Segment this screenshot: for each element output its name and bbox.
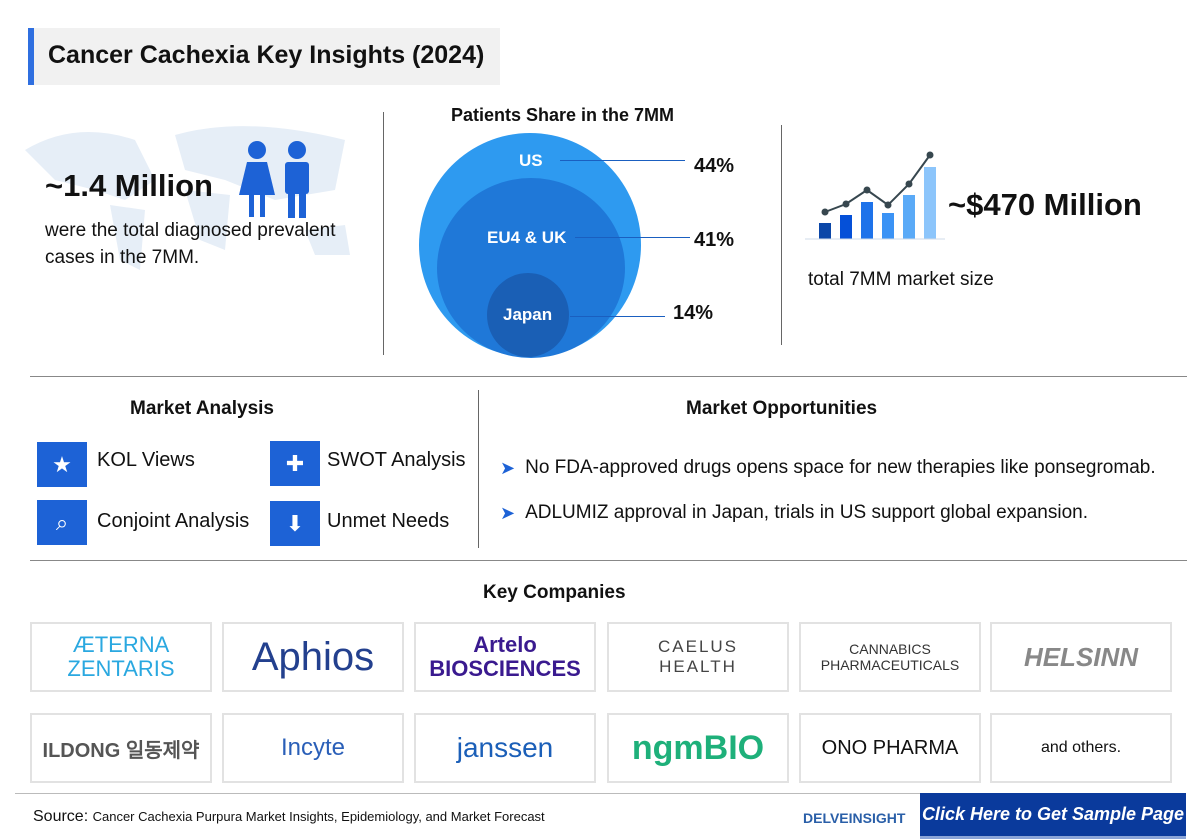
kol-icon: ★ (37, 442, 87, 487)
logo-janssen: janssen (414, 713, 596, 783)
logo-ngmbio: ngmBIO (607, 713, 789, 783)
hand-download-icon: ⬇ (270, 501, 320, 546)
eu-label: EU4 & UK (487, 228, 567, 247)
unmet-label: Unmet Needs (327, 510, 450, 532)
leader-line (560, 160, 685, 161)
prevalence-value: ~1.4 Million (45, 168, 213, 203)
opportunity-item: ➤ ADLUMIZ approval in Japan, trials in US… (500, 502, 1088, 524)
opportunity-text: No FDA-approved drugs opens space for ne… (525, 457, 1156, 478)
us-label: US (519, 151, 543, 170)
eu-pct: 41% (694, 229, 735, 251)
title-box: Cancer Cachexia Key Insights (2024) (28, 28, 500, 85)
page-title: Cancer Cachexia Key Insights (2024) (48, 41, 485, 69)
logo-cannabics: CANNABICS PHARMACEUTICALS (799, 622, 981, 692)
logo-caelus: CAELUS HEALTH (607, 622, 789, 692)
divider (478, 390, 479, 548)
opportunity-text: ADLUMIZ approval in Japan, trials in US … (525, 502, 1088, 523)
source-text: Cancer Cachexia Purpura Market Insights,… (92, 809, 545, 824)
logo-helsinn: HELSINN (990, 622, 1172, 692)
logo-incyte: Incyte (222, 713, 404, 783)
us-pct: 44% (694, 155, 735, 177)
divider (15, 793, 920, 794)
divider (383, 112, 384, 355)
japan-pct: 14% (673, 302, 714, 324)
market-analysis-title: Market Analysis (130, 398, 274, 419)
source-label: Source: (33, 808, 89, 825)
leader-line (575, 237, 690, 238)
analysis-icon: ⌕ (37, 500, 87, 545)
divider (781, 125, 782, 345)
key-companies-title: Key Companies (483, 582, 626, 603)
market-opportunities-title: Market Opportunities (686, 398, 878, 419)
logo-aphios: Aphios (222, 622, 404, 692)
growth-chart-icon (805, 151, 945, 240)
get-sample-page-button[interactable]: Click Here to Get Sample Page (920, 793, 1186, 839)
swot-label: SWOT Analysis (327, 449, 466, 471)
source: Source: Cancer Cachexia Purpura Market I… (33, 808, 545, 826)
swot-icon: ✚ (270, 441, 320, 486)
market-text: total 7MM market size (808, 269, 994, 290)
delveinsight-logo: DELVEINSIGHT (803, 810, 906, 826)
logo-aeterna-zentaris: ÆTERNA ZENTARIS (30, 622, 212, 692)
leader-line (570, 316, 665, 317)
logo-artelo: Artelo BIOSCIENCES (414, 622, 596, 692)
chevron-right-icon: ➤ (500, 502, 516, 523)
kol-label: KOL Views (97, 449, 195, 471)
market-value: ~$470 Million (948, 187, 1142, 222)
opportunity-item: ➤ No FDA-approved drugs opens space for n… (500, 457, 1156, 479)
japan-label: Japan (503, 305, 553, 324)
prevalence-text: were the total diagnosed prevalent cases… (45, 220, 336, 268)
patients-share-title: Patients Share in the 7MM (451, 105, 675, 125)
divider (30, 376, 1187, 377)
conjoint-label: Conjoint Analysis (97, 510, 250, 532)
divider (30, 560, 1187, 561)
logo-ono-pharma: ONO PHARMA (799, 713, 981, 783)
japan-circle (487, 273, 569, 357)
people-icon (239, 141, 309, 218)
chevron-right-icon: ➤ (500, 457, 516, 478)
and-others: and others. (990, 713, 1172, 783)
logo-ildong: ILDONG 일동제약 (30, 713, 212, 783)
